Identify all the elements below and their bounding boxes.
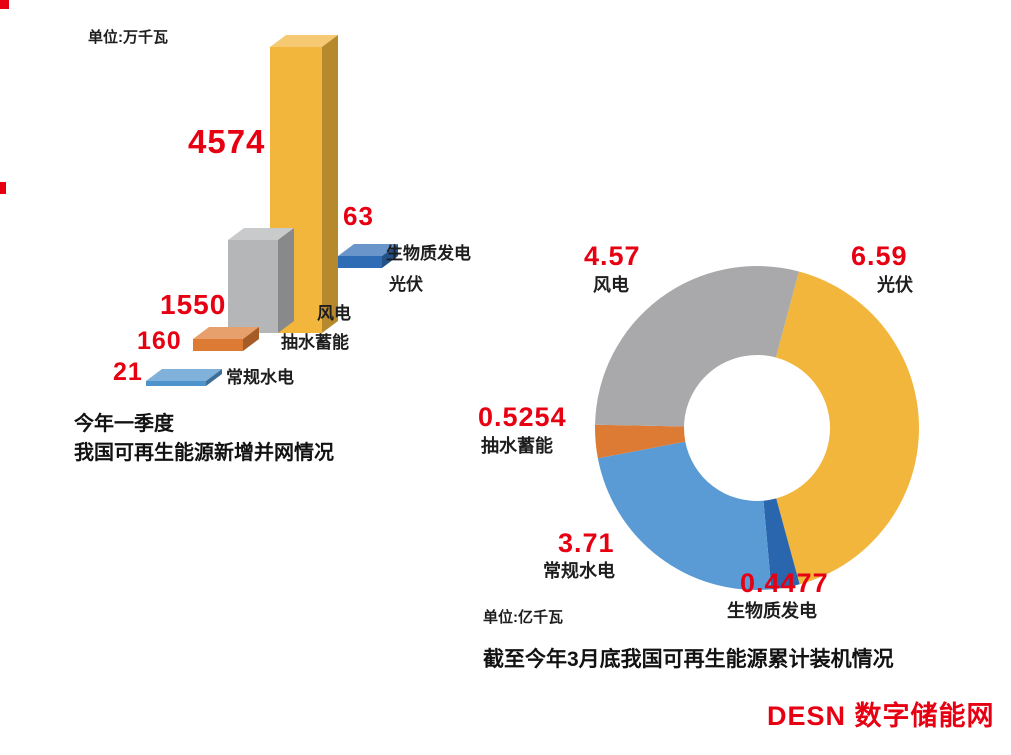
donut-chart-title: 截至今年3月底我国可再生能源累计装机情况	[483, 648, 894, 671]
bar-label-hydro: 常规水电	[226, 368, 294, 387]
bar-value-solar: 4574	[188, 123, 266, 160]
bar-side-face-4	[206, 369, 222, 386]
donut-segment-1	[763, 498, 800, 590]
bar-top-face-4	[146, 369, 222, 381]
bar-front-face-4	[146, 381, 206, 386]
red-crop-mark-left	[0, 182, 6, 194]
bar-chart-title-line1: 今年一季度	[74, 413, 174, 435]
bar-side-face-1	[382, 244, 398, 268]
bar-front-face-2	[228, 240, 278, 333]
bar-side-face-3	[243, 327, 259, 351]
donut-chart-unit: 单位:亿千瓦	[483, 609, 563, 626]
bar-label-solar: 光伏	[389, 275, 423, 294]
bar-side-face-2	[278, 228, 294, 333]
red-crop-mark-top	[0, 0, 9, 9]
bar-top-face-3	[193, 327, 259, 339]
bar-side-face-0	[322, 35, 338, 333]
donut-segment-3	[595, 424, 686, 459]
donut-value-hydro: 3.71	[558, 528, 615, 558]
donut-label-wind: 风电	[593, 275, 629, 295]
donut-label-hydro: 常规水电	[543, 561, 615, 581]
donut-segment-4	[595, 266, 799, 427]
bar-chart-unit: 单位:万千瓦	[88, 29, 168, 46]
donut-label-solar: 光伏	[877, 275, 913, 295]
bar-chart-title: 今年一季度 我国可再生能源新增并网情况	[74, 410, 334, 468]
donut-value-biomass: 0.4477	[740, 568, 829, 598]
bar-front-face-1	[338, 256, 382, 268]
donut-label-biomass: 生物质发电	[727, 601, 817, 621]
bar-top-face-0	[270, 35, 338, 47]
bar-top-face-2	[228, 228, 294, 240]
donut-value-wind: 4.57	[584, 241, 641, 271]
bar-value-biomass: 63	[343, 201, 374, 231]
bar-label-pumped-storage: 抽水蓄能	[281, 333, 349, 352]
donut-value-solar: 6.59	[851, 241, 908, 271]
donut-value-pumped-storage: 0.5254	[478, 402, 567, 432]
desn-logo: DESN 数字储能网	[767, 701, 995, 731]
bar-chart-title-line2: 我国可再生能源新增并网情况	[74, 442, 334, 464]
bar-top-face-1	[338, 244, 398, 256]
bar-value-wind: 1550	[160, 289, 227, 320]
bar-value-hydro: 21	[113, 358, 143, 386]
donut-label-pumped-storage: 抽水蓄能	[481, 436, 553, 456]
bar-value-pumped-storage: 160	[137, 327, 182, 355]
bar-label-biomass: 生物质发电	[386, 244, 471, 263]
donut-segment-2	[597, 441, 772, 591]
donut-segment-0	[775, 271, 920, 585]
bar-front-face-3	[193, 339, 243, 351]
bar-label-wind: 风电	[317, 304, 351, 323]
